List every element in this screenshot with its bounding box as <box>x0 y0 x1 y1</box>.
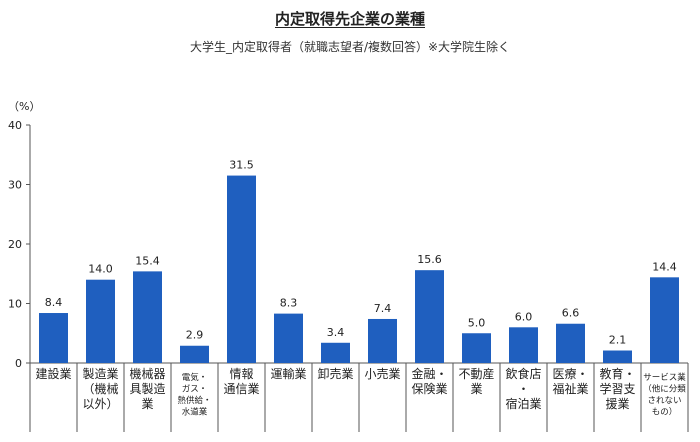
bar-value-label: 14.4 <box>652 260 677 273</box>
bar-value-label: 14.0 <box>88 263 113 276</box>
category-label: 医療・福祉業 <box>552 367 588 396</box>
category-label: 機械器具製造業 <box>129 366 165 411</box>
category-label: 不動産業 <box>458 366 494 396</box>
bar-value-label: 7.4 <box>374 302 392 315</box>
bar <box>509 327 538 363</box>
bar <box>368 318 397 363</box>
bar <box>39 313 68 363</box>
category-label: 金融・保険業 <box>411 366 447 396</box>
y-tick-label: 0 <box>15 357 22 370</box>
bar-value-label: 6.6 <box>562 307 580 320</box>
category-label: 教育・学習支援業 <box>599 366 635 411</box>
bar-value-label: 2.1 <box>609 334 627 347</box>
bar <box>86 279 115 363</box>
y-axis-label: （%） <box>8 100 40 113</box>
category-label: 電気・ガス・熱供給・水道業 <box>177 372 211 418</box>
bar <box>274 313 303 363</box>
category-label: 卸売業 <box>317 366 353 381</box>
bar-value-label: 2.9 <box>186 329 204 342</box>
category-label: 飲食店・宿泊業 <box>505 366 541 411</box>
category-label: サービス業（他に分類されないもの） <box>643 372 686 418</box>
bar-value-label: 15.6 <box>417 253 442 266</box>
bar <box>556 323 585 363</box>
bar-value-label: 3.4 <box>327 326 345 339</box>
bar-value-label: 8.4 <box>45 296 63 309</box>
chart-title: 内定取得先企業の業種 <box>274 10 425 28</box>
bar <box>133 271 162 363</box>
bar <box>227 175 256 363</box>
bar <box>462 333 491 363</box>
bar <box>415 270 444 363</box>
bar <box>650 277 679 363</box>
bar-value-label: 8.3 <box>280 297 298 310</box>
category-label: 情報通信業 <box>223 367 259 396</box>
bar <box>180 345 209 363</box>
bar-value-label: 31.5 <box>229 159 254 172</box>
category-label: 建設業 <box>35 366 71 381</box>
bars: 8.4 建設業 14.0 製造業（機械以外） 15.4 機械器具製造業 2.9 電気・ガス・熱… <box>35 159 686 418</box>
category-label: 製造業（機械以外） <box>82 367 118 411</box>
bar <box>321 342 350 363</box>
y-tick-label: 10 <box>8 298 22 311</box>
y-tick-label: 30 <box>8 179 22 192</box>
y-tick-label: 20 <box>8 238 22 251</box>
bar <box>603 350 632 363</box>
bar-value-label: 15.4 <box>135 254 160 267</box>
category-label: 小売業 <box>364 366 400 381</box>
category-label: 運輸業 <box>270 366 306 381</box>
chart-subtitle: 大学生_内定取得者（就職志望者/複数回答）※大学院生除く <box>189 40 511 54</box>
bar-value-label: 6.0 <box>515 310 533 323</box>
bar-value-label: 5.0 <box>468 316 486 329</box>
y-tick-label: 40 <box>8 119 22 132</box>
